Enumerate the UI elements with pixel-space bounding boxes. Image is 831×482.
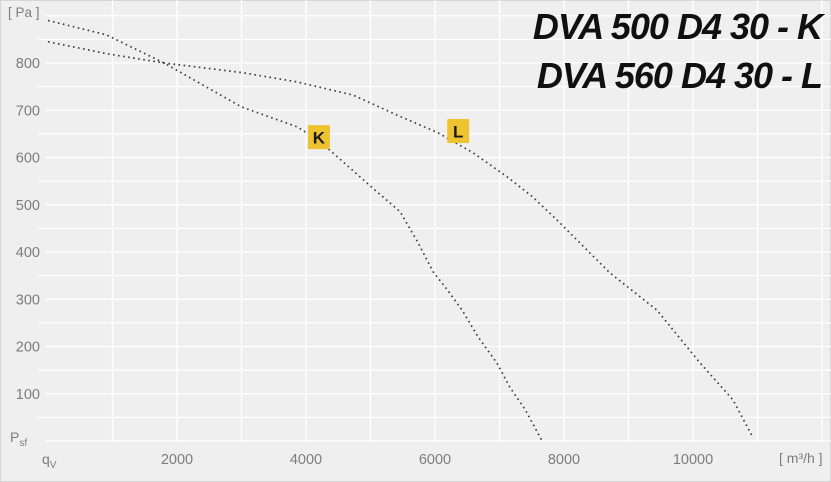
pressure-axis-symbol: Psf: [10, 429, 27, 449]
y-tick-label: 700: [16, 103, 40, 119]
fan-curve-l: [47, 40, 754, 437]
model-title-l: DVA 560 D4 30 - L: [536, 55, 823, 96]
y-tick-label: 800: [16, 56, 40, 72]
curve-badge-k: [307, 125, 330, 150]
curve-badge-l: [447, 119, 470, 144]
flow-unit-label: [ m³/h ]: [779, 450, 823, 466]
pressure-symbol-subscript: sf: [19, 437, 28, 449]
x-tick-label: 4000: [290, 452, 322, 468]
y-tick-label: 300: [16, 292, 40, 308]
x-tick-label: 8000: [548, 452, 580, 468]
x-tick-label: 2000: [161, 452, 193, 468]
y-tick-label: 500: [16, 198, 40, 214]
flow-symbol: q: [42, 451, 50, 467]
curve-badge-label-l: L: [453, 123, 463, 142]
y-tick-label: 600: [16, 151, 40, 167]
chart-title-block: DVA 500 D4 30 - K DVA 560 D4 30 - L: [532, 2, 823, 100]
flow-symbol-subscript: V: [49, 459, 57, 471]
pressure-unit-label: [ Pa ]: [8, 5, 40, 20]
model-title-k: DVA 500 D4 30 - K: [532, 6, 823, 47]
fan-curve-k: [47, 19, 543, 442]
flow-axis-symbol: qV: [42, 451, 56, 471]
pressure-symbol: P: [10, 429, 20, 445]
y-tick-label: 100: [16, 387, 40, 403]
x-tick-label: 6000: [419, 452, 451, 468]
y-tick-label: 200: [16, 340, 40, 356]
y-tick-label: 400: [16, 245, 40, 261]
x-tick-label: 10000: [673, 452, 713, 468]
curve-badge-label-k: K: [313, 129, 326, 148]
